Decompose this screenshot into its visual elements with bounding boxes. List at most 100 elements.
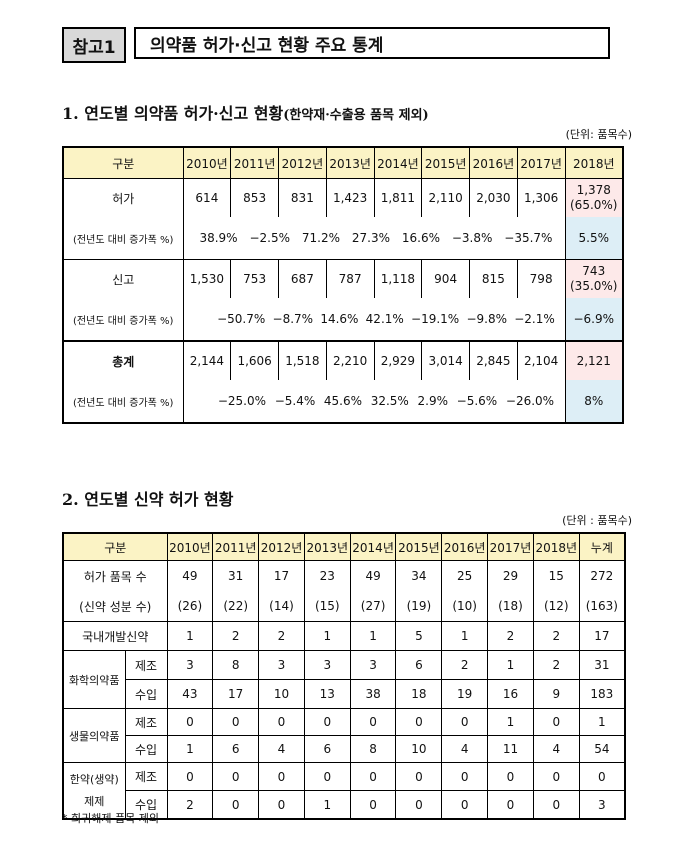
table-cell: 6 (212, 735, 260, 763)
table-cell: 1 (303, 790, 351, 820)
table-cell: 10 (395, 735, 443, 763)
table-cell: 4 (441, 735, 489, 763)
highlight-cell: 8% (564, 380, 624, 423)
table-cell: 0 (212, 762, 260, 791)
report-change-row: (전년도 대비 증가폭 %) −50.7% −8.7% 14.6% 42.1% … (62, 298, 624, 341)
table-cell: 1,811 (373, 178, 423, 217)
table-cell: 0 (258, 708, 305, 736)
year-header: 2016년 (441, 532, 489, 561)
table-cell: 2,104 (516, 340, 566, 380)
table-cell: (26) (166, 591, 214, 622)
cell-value: 1,378 (576, 183, 611, 197)
table-cell: 1,306 (516, 178, 566, 217)
change-value: −26.0% (505, 394, 555, 408)
table-cell: 787 (325, 259, 375, 298)
category-label-line: 한약(생약) (69, 772, 119, 786)
table-cell: 10 (258, 679, 305, 709)
year-header: 2012년 (258, 532, 305, 561)
sub-label: 제조 (124, 762, 168, 791)
table-cell: 1 (166, 735, 214, 763)
table-cell: 614 (182, 178, 232, 217)
table-cell: 2,845 (469, 340, 518, 380)
table-cell: 0 (212, 708, 260, 736)
year-header: 2015년 (395, 532, 443, 561)
total-row: 총계 2,144 1,606 1,518 2,210 2,929 3,014 2… (62, 340, 624, 380)
permit-change-row: (전년도 대비 증가폭 %) 38.9% −2.5% 71.2% 27.3% 1… (62, 217, 624, 260)
section1-unit: (단위: 품목수) (565, 128, 632, 141)
highlight-cell: −6.9% (564, 298, 624, 341)
table-cell: 2 (258, 621, 305, 651)
table-cell: 798 (516, 259, 566, 298)
change-value: 2.9% (417, 394, 449, 408)
new-ingredient-row: (신약 성분 수) (26) (22) (14) (15) (27) (19) … (62, 591, 626, 622)
highlight-cell: 2,121 (564, 340, 624, 380)
cell-value: 743 (582, 264, 606, 278)
table-cell: (27) (349, 591, 397, 622)
table-cell: 11 (487, 735, 534, 763)
table-cell: 6 (395, 650, 443, 680)
sub-label: 제조 (124, 650, 168, 680)
year-header: 2017년 (487, 532, 534, 561)
table-cell: 31 (212, 560, 260, 591)
table-cell: 17 (212, 679, 260, 709)
table-cell: (22) (212, 591, 260, 622)
change-value: −19.1% (411, 312, 460, 326)
table-cell: 0 (441, 790, 489, 820)
table-cell: 18 (395, 679, 443, 709)
reference-tag: 참고1 (62, 27, 126, 63)
table-cell: 0 (532, 790, 580, 820)
table-cell: 0 (349, 762, 397, 791)
permit-report-table: 구분 2010년 2011년 2012년 2013년 2014년 2015년 2… (62, 146, 624, 424)
table-cell: 0 (441, 762, 489, 791)
table-cell: 0 (303, 708, 351, 736)
table-cell: 1 (487, 650, 534, 680)
change-value: −8.7% (272, 312, 314, 326)
table-cell: 6 (303, 735, 351, 763)
domestic-row: 국내개발신약 1 2 2 1 1 5 1 2 2 17 (62, 621, 626, 651)
highlight-cell: 5.5% (564, 217, 624, 260)
cell-share: (65.0%) (570, 198, 618, 212)
year-header: 2016년 (469, 147, 518, 179)
report-title: 의약품 허가·신고 현황 주요 통계 (134, 27, 610, 59)
table-cell: 815 (469, 259, 518, 298)
table-cell: 1,606 (230, 340, 279, 380)
table-cell: 0 (441, 708, 489, 736)
change-value: 38.9% (199, 231, 238, 245)
change-value: −50.7% (217, 312, 266, 326)
table-cell: 0 (349, 790, 397, 820)
table-cell: 2,030 (469, 178, 518, 217)
table-cell: 3 (303, 650, 351, 680)
table-cell: 4 (532, 735, 580, 763)
table-cell: 8 (349, 735, 397, 763)
change-value: −5.6% (456, 394, 498, 408)
table-cell: 3,014 (421, 340, 470, 380)
category-label: 한약(생약) 제제 (62, 762, 126, 820)
sub-label: 수입 (124, 735, 168, 763)
year-header: 누계 (578, 532, 626, 561)
change-value: −3.8% (451, 231, 493, 245)
table-cell: 19 (441, 679, 489, 709)
table-cell: 0 (532, 708, 580, 736)
change-value: −9.8% (466, 312, 507, 326)
cell-share: (35.0%) (570, 279, 618, 293)
row-label: (전년도 대비 증가폭 %) (62, 298, 184, 341)
table-cell: 2,144 (182, 340, 232, 380)
table-cell: 1 (441, 621, 489, 651)
year-header: 2013년 (303, 532, 351, 561)
year-header: 2018년 (564, 147, 624, 179)
table1-header-row: 구분 2010년 2011년 2012년 2013년 2014년 2015년 2… (62, 147, 624, 179)
table-cell: 1 (487, 708, 534, 736)
year-header: 2014년 (349, 532, 397, 561)
sub-label: 제조 (124, 708, 168, 736)
table-cell: 904 (421, 259, 470, 298)
row-label: 허가 품목 수 (62, 560, 168, 591)
total-change-row: (전년도 대비 증가폭 %) −25.0% −5.4% 45.6% 32.5% … (62, 380, 624, 423)
table-cell: 29 (487, 560, 534, 591)
herbal-import-row: 수입 2 0 0 1 0 0 0 0 0 3 (63, 790, 626, 820)
table-cell: 1,518 (278, 340, 327, 380)
sub-label: 수입 (124, 790, 168, 820)
row-label: 허가 (62, 178, 184, 217)
section2-unit: (단위 : 품목수) (562, 514, 632, 527)
row-label: (신약 성분 수) (62, 591, 168, 622)
table-cell: 753 (230, 259, 279, 298)
